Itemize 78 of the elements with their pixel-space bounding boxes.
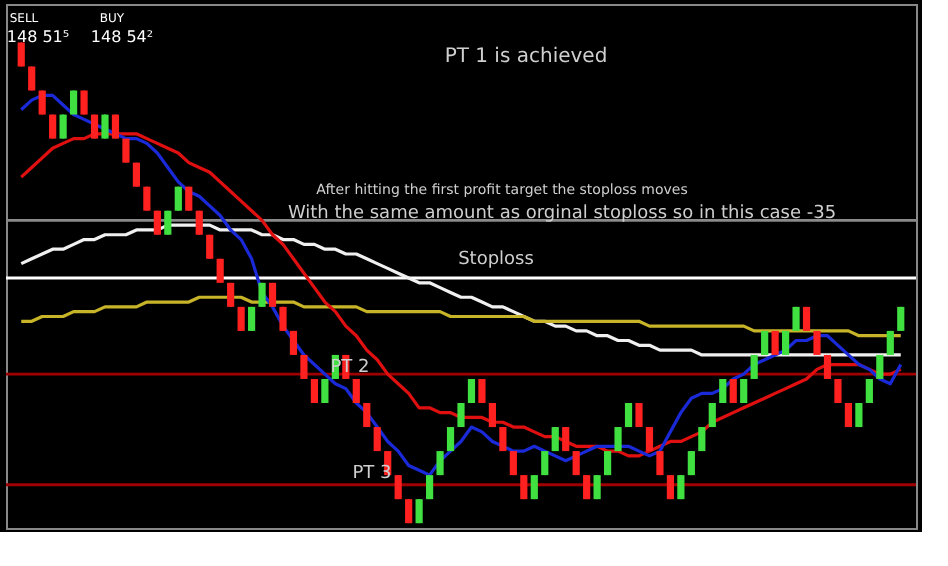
candlestick [49, 113, 57, 140]
candlestick [541, 450, 549, 477]
candlestick [111, 113, 120, 140]
candlestick [499, 426, 507, 453]
candlestick [69, 89, 78, 116]
candlestick [551, 426, 559, 453]
candlestick [17, 41, 25, 68]
candlestick [614, 426, 622, 453]
candlestick [687, 450, 695, 477]
candlestick [656, 450, 664, 477]
candlestick [425, 474, 434, 501]
candlestick [80, 89, 88, 116]
candlestick [122, 137, 130, 164]
candlestick [698, 426, 706, 453]
candlestick [405, 498, 413, 525]
candlestick [436, 450, 444, 477]
candlestick [844, 402, 853, 429]
candlestick [247, 305, 256, 332]
candlestick [583, 474, 591, 501]
candlestick [394, 474, 402, 501]
candlestick [572, 450, 580, 477]
candlestick [446, 426, 455, 453]
candlestick [28, 65, 36, 92]
candlestick [90, 113, 99, 140]
candlestick [666, 474, 675, 501]
candlestick [195, 209, 203, 236]
candlestick [279, 305, 287, 332]
candlestick [457, 403, 465, 428]
candlestick [363, 402, 371, 429]
candlestick [216, 257, 224, 284]
candlestick [645, 426, 654, 453]
candlestick [185, 185, 193, 212]
candlestick [708, 402, 716, 429]
candlestick [530, 474, 538, 501]
candlestick [855, 402, 863, 429]
candlestick [143, 185, 151, 212]
candlestick [101, 113, 109, 140]
candlestick [59, 113, 67, 140]
candlestick [237, 305, 245, 332]
candlestick [593, 474, 601, 501]
candlestick [289, 329, 298, 356]
candlestick [164, 209, 172, 236]
annotation: Stoploss [458, 250, 535, 270]
annotation: With the same amount as orginal stoploss so in this case -35 [287, 204, 837, 224]
candlestick [509, 450, 517, 477]
candlestick [488, 402, 497, 429]
candlestick [153, 209, 161, 236]
candlestick [415, 498, 423, 525]
candlestick [897, 305, 905, 332]
candlestick [258, 281, 266, 308]
candlestick [761, 330, 769, 355]
candlestick [750, 353, 758, 380]
candlestick [132, 161, 141, 188]
candlestick [562, 426, 570, 453]
candlestick [876, 354, 884, 379]
candlestick [227, 281, 235, 308]
candlestick [635, 403, 643, 428]
candlestick [603, 450, 612, 477]
annotation: PT 1 is achieved [444, 46, 608, 68]
candlestick [781, 330, 790, 355]
candlestick [38, 89, 46, 116]
candlestick [802, 305, 811, 332]
candlestick [771, 330, 779, 355]
candlestick [206, 233, 214, 260]
candlestick [300, 353, 308, 380]
candlestick [624, 402, 633, 429]
candlestick [520, 474, 528, 501]
candlestick [677, 474, 685, 501]
candlestick [373, 426, 381, 453]
candlestick [886, 329, 894, 356]
annotation: PT 2 [330, 358, 370, 378]
candlestick [792, 305, 800, 332]
annotation: 148 51⁵ [6, 28, 70, 46]
candlestick [823, 353, 832, 380]
annotation: 148 54² [90, 28, 154, 46]
candlestick [813, 330, 821, 355]
candlestick [174, 185, 182, 212]
candlestick [268, 281, 277, 308]
